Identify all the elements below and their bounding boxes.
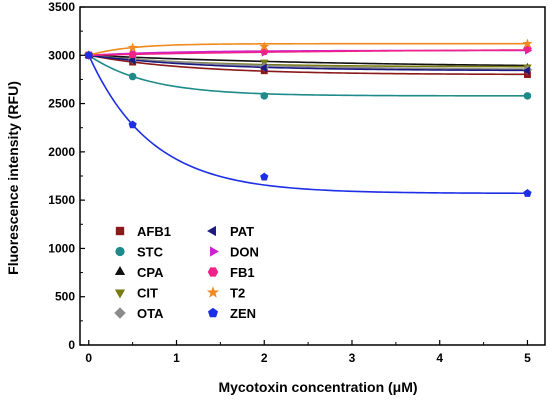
legend-item-t2: T2 [206, 286, 245, 301]
legend-marker [206, 286, 220, 298]
legend-label: AFB1 [137, 224, 171, 239]
fit-curve-ota [88, 54, 528, 70]
y-tick-label: 1500 [48, 193, 75, 207]
x-tick-label: 1 [173, 351, 180, 365]
x-axis-label: Mycotoxin concentration (μM) [218, 379, 417, 395]
legend-marker [114, 266, 126, 275]
legend-marker [207, 267, 219, 277]
y-tick-label: 2000 [48, 145, 75, 159]
fit-curve-stc [88, 54, 528, 97]
data-point-stc [260, 92, 269, 100]
data-point-stc [128, 72, 137, 81]
legend-marker [114, 289, 126, 299]
fit-curves [88, 42, 528, 195]
x-tick-label: 2 [261, 351, 268, 365]
x-tick-label: 3 [349, 351, 356, 365]
legend-label: STC [137, 245, 164, 260]
data-point-fb1 [259, 47, 269, 56]
y-tick-label: 1000 [48, 241, 75, 255]
fit-curve-fb1 [88, 49, 528, 57]
data-point-fb1 [128, 50, 137, 59]
legend-item-zen: ZEN [207, 306, 256, 321]
y-tick-label: 500 [55, 290, 75, 304]
data-point-zen [84, 50, 93, 59]
data-point-zen [260, 172, 269, 181]
y-tick-label: 0 [68, 338, 75, 352]
y-axis-label: Fluorescence intensity (RFU) [5, 81, 21, 275]
legend-item-don: DON [210, 245, 259, 260]
y-tick-label: 3500 [48, 0, 75, 14]
legend-item-pat: PAT [207, 224, 254, 239]
data-point-pat [259, 63, 267, 73]
legend-label: CIT [137, 286, 158, 301]
legend-marker [207, 307, 219, 318]
legend-item-afb1: AFB1 [115, 224, 171, 239]
fit-curve-afb1 [88, 54, 528, 76]
y-tick-label: 3000 [48, 48, 75, 62]
legend-item-cit: CIT [114, 286, 158, 301]
legend-label: DON [230, 245, 259, 260]
legend-item-fb1: FB1 [207, 265, 255, 280]
fit-curve-cpa [88, 54, 528, 67]
x-tick-label: 5 [524, 351, 531, 365]
legend-label: T2 [230, 286, 245, 301]
data-point-t2 [522, 38, 533, 48]
fit-curve-t2 [88, 42, 528, 57]
x-tick-label: 0 [85, 351, 92, 365]
legend-label: CPA [137, 265, 164, 280]
legend-label: OTA [137, 306, 164, 321]
legend-marker [210, 246, 219, 257]
axis-ticks: 0 1 2 3 4 5 0 500 1000 1500 2000 2500 3000 3500 [48, 0, 531, 365]
legend-label: ZEN [230, 306, 256, 321]
data-point-stc [523, 92, 532, 100]
x-tick-label: 4 [436, 351, 443, 365]
legend-label: PAT [230, 224, 254, 239]
data-point-zen [523, 189, 532, 197]
legend-item-stc: STC [115, 245, 164, 260]
fit-curve-pat [88, 54, 528, 72]
data-point-t2 [259, 41, 270, 51]
legend-label: FB1 [230, 265, 255, 280]
data-point-t2 [127, 42, 138, 52]
legend-marker [115, 226, 125, 236]
legend-marker [114, 307, 126, 319]
data-point-pat [522, 66, 530, 75]
legend-marker [115, 246, 125, 257]
y-tick-label: 2500 [48, 97, 75, 111]
data-points [83, 38, 533, 197]
data-point-zen [128, 120, 137, 129]
legend-item-ota: OTA [114, 306, 164, 321]
legend-marker [207, 225, 216, 237]
legend-item-cpa: CPA [114, 265, 164, 280]
legend: AFB1 STC CPA CIT OTA PAT DON FB1 T2 ZEN [114, 224, 259, 321]
fit-curve-zen [88, 54, 528, 195]
